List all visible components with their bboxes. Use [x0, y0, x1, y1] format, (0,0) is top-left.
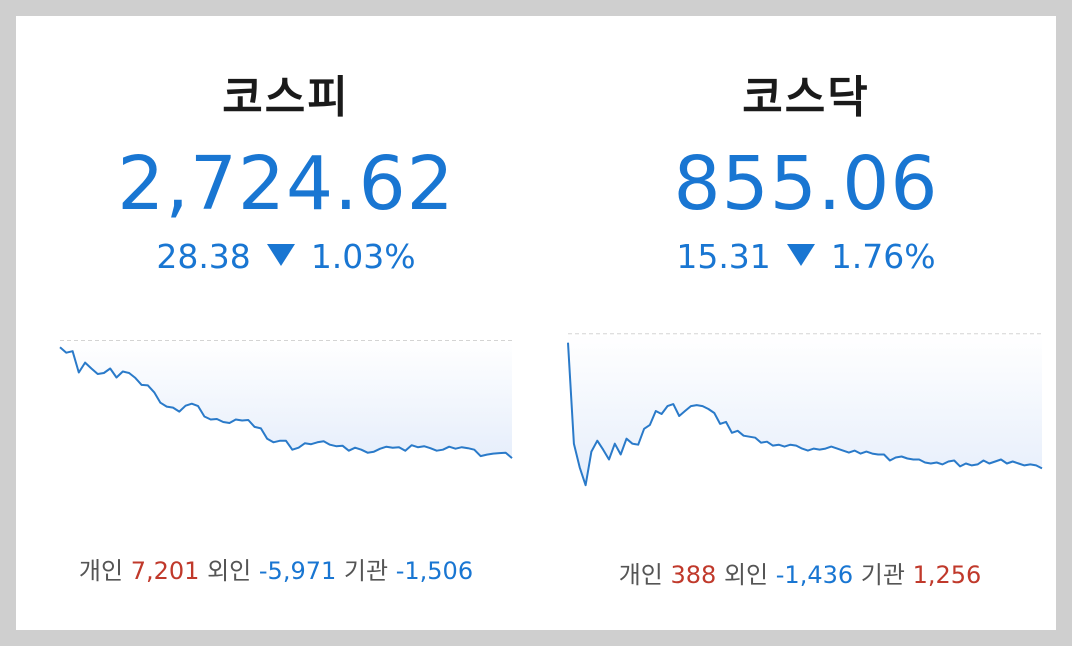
kosdaq-foreign-value: -1,436 [775, 561, 854, 589]
kosdaq-foreign-label: 외인 [723, 561, 769, 589]
kospi-panel[interactable]: 코스피 2,724.62 28.38 1.03% 개인 7,201 외인 -5,9… [16, 16, 556, 630]
kosdaq-change-percent: 1.76% [830, 236, 936, 276]
kosdaq-panel[interactable]: 코스닥 855.06 15.31 1.76% 개인 388 외인 -1,436 기… [556, 16, 1056, 630]
kosdaq-value: 855.06 [673, 141, 939, 227]
kospi-foreign-label: 외인 [207, 557, 252, 585]
kospi-change-percent: 1.03% [310, 236, 416, 276]
kospi-title: 코스피 [222, 72, 350, 123]
kosdaq-change-amount: 15.31 [676, 236, 771, 276]
kospi-individual-label: 개인 [78, 557, 124, 585]
kosdaq-change: 15.31 1.76% [556, 234, 1056, 278]
kospi-area-fill [60, 340, 512, 459]
kosdaq-institution-value: 1,256 [912, 561, 982, 589]
kospi-individual-value: 7,201 [130, 557, 200, 585]
kospi-value: 2,724.62 [117, 141, 455, 227]
kosdaq-individual-value: 388 [670, 561, 717, 589]
kosdaq-price-line [567, 342, 1043, 487]
kospi-change-amount: 28.38 [156, 236, 251, 276]
kospi-price-line [59, 346, 513, 459]
down-triangle-icon [266, 243, 295, 266]
kospi-change: 28.38 1.03% [16, 234, 556, 278]
kospi-institution-value: -1,506 [395, 557, 474, 585]
kosdaq-area-fill [568, 334, 1042, 486]
kosdaq-title: 코스닥 [742, 72, 870, 123]
kospi-investor-flow: 개인 7,201 외인 -5,971 기관 -1,506 [0, 556, 556, 586]
market-index-card: 코스피 2,724.62 28.38 1.03% 개인 7,201 외인 -5,9… [16, 16, 1056, 630]
kosdaq-intraday-chart [567, 333, 1043, 487]
kosdaq-investor-flow: 개인 388 외인 -1,436 기관 1,256 [544, 560, 1056, 590]
kospi-institution-label: 기관 [343, 557, 389, 585]
kosdaq-individual-label: 개인 [618, 561, 663, 589]
kosdaq-institution-label: 기관 [860, 561, 905, 589]
down-triangle-icon [786, 243, 815, 266]
kospi-intraday-chart [59, 340, 513, 459]
kospi-foreign-value: -5,971 [258, 557, 337, 585]
